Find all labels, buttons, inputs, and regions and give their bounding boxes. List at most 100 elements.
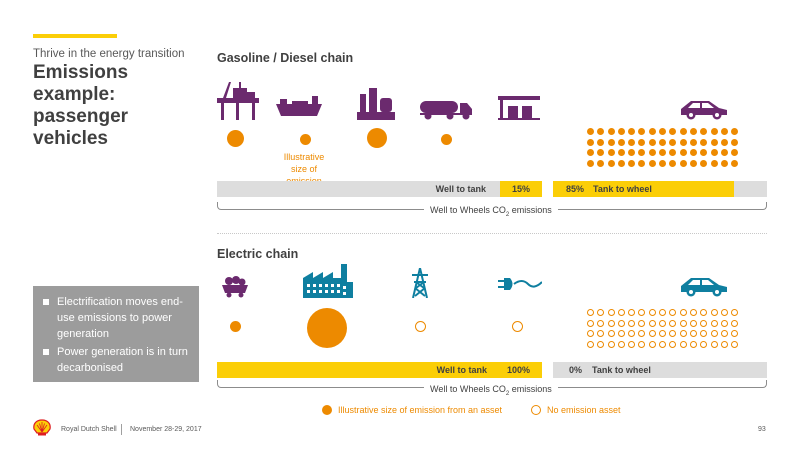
well-to-tank-pct: 15% xyxy=(511,184,530,194)
emission-dot xyxy=(700,159,708,167)
electric-tank-to-wheel-bar: 0% Tank to wheel xyxy=(553,362,767,378)
tank-to-wheel-dot-grid xyxy=(587,128,739,167)
emission-dot xyxy=(659,149,667,156)
emission-dot xyxy=(638,138,646,146)
emission-dot xyxy=(669,149,677,156)
coal-cart-icon xyxy=(222,276,248,298)
emission-dot-coal xyxy=(230,321,241,332)
key-points-box: Electrification moves end-use emissions … xyxy=(33,286,199,382)
hollow-emission-dot xyxy=(710,340,718,348)
electric-tank-to-wheel-pct: 0% xyxy=(569,365,583,375)
emission-dot xyxy=(587,138,594,146)
power-plant-icon xyxy=(303,264,353,298)
shell-logo-icon xyxy=(33,419,51,436)
emission-dot xyxy=(710,159,718,167)
hollow-emission-dot xyxy=(700,309,708,316)
tank-to-wheel-share: 85% Tank to wheel xyxy=(553,181,734,197)
emission-dot xyxy=(648,128,656,135)
emission-dot xyxy=(628,138,636,146)
emission-dot-truck xyxy=(441,134,452,145)
well-to-tank-label: Well to tank xyxy=(435,184,486,194)
hollow-emission-dot xyxy=(638,330,646,337)
hollow-emission-dot xyxy=(689,319,697,327)
hollow-emission-dot xyxy=(617,309,625,316)
hollow-emission-dot xyxy=(648,330,656,337)
hollow-emission-dot xyxy=(679,340,687,348)
hollow-emission-dot xyxy=(689,330,697,337)
hollow-emission-dot xyxy=(700,330,708,337)
hollow-emission-dot xyxy=(720,319,728,327)
tank-to-wheel-hollow-dot-grid xyxy=(587,309,739,348)
emission-dot xyxy=(679,138,687,146)
hollow-emission-dot xyxy=(638,309,646,316)
hollow-emission-dot xyxy=(679,309,687,316)
car-icon xyxy=(681,101,727,120)
emission-dot xyxy=(597,149,605,156)
footer-separator xyxy=(121,424,122,435)
emission-dot xyxy=(731,138,739,146)
emission-dot xyxy=(669,138,677,146)
electric-well-to-wheels-label: Well to Wheels CO2 emissions xyxy=(424,384,558,397)
hollow-emission-dot xyxy=(679,330,687,337)
hollow-emission-dot xyxy=(628,319,636,327)
hollow-emission-dot xyxy=(710,319,718,327)
emission-dot xyxy=(710,128,718,135)
emission-dot xyxy=(720,149,728,156)
tank-to-wheel-label: Tank to wheel xyxy=(593,184,652,194)
emission-dot xyxy=(648,149,656,156)
emission-dot xyxy=(607,149,615,156)
emission-dot xyxy=(617,138,625,146)
emission-dot xyxy=(617,149,625,156)
emission-dot xyxy=(617,128,625,135)
emission-dot xyxy=(587,149,594,156)
hollow-emission-dot xyxy=(710,330,718,337)
slide-title: Emissions example: passenger vehicles xyxy=(33,62,129,149)
hollow-emission-dot xyxy=(597,330,605,337)
hollow-emission-dot xyxy=(689,309,697,316)
no-emission-dot-grid xyxy=(415,321,426,332)
hollow-emission-dot xyxy=(587,309,594,316)
footer-company: Royal Dutch Shell xyxy=(61,426,117,433)
hollow-emission-dot xyxy=(689,340,697,348)
emission-dot xyxy=(700,149,708,156)
emission-dot xyxy=(638,159,646,167)
hollow-emission-dot xyxy=(597,319,605,327)
hollow-emission-dot xyxy=(731,309,739,316)
hollow-emission-dot xyxy=(648,319,656,327)
footer-date: November 28-29, 2017 xyxy=(130,426,202,433)
emission-dot xyxy=(689,128,697,135)
hollow-emission-dot xyxy=(720,309,728,316)
hollow-emission-dot xyxy=(628,330,636,337)
electric-car-icon xyxy=(681,278,727,297)
emission-dot xyxy=(638,149,646,156)
tank-to-wheel-pct: 85% xyxy=(566,184,585,194)
emission-dot xyxy=(659,159,667,167)
emission-dot xyxy=(638,128,646,135)
no-emission-dot-charging xyxy=(512,321,523,332)
hollow-emission-dot xyxy=(648,340,656,348)
hollow-emission-dot xyxy=(700,340,708,348)
legend-filled: Illustrative size of emission from an as… xyxy=(322,405,502,415)
emission-dot xyxy=(648,138,656,146)
hollow-emission-dot xyxy=(597,309,605,316)
emission-dot xyxy=(689,138,697,146)
hollow-emission-dot xyxy=(720,340,728,348)
emission-dot xyxy=(597,138,605,146)
emission-dot xyxy=(597,159,605,167)
hollow-emission-dot xyxy=(648,309,656,316)
emission-dot-refinery xyxy=(367,128,387,148)
hollow-emission-dot xyxy=(628,340,636,348)
hollow-emission-dot xyxy=(607,319,615,327)
well-to-wheels-label: Well to Wheels CO2 emissions xyxy=(424,205,558,218)
hollow-emission-dot xyxy=(587,330,594,337)
emission-dot xyxy=(731,149,739,156)
bullet-item: Power generation is in turn decarbonised xyxy=(43,344,189,376)
emission-dot xyxy=(628,128,636,135)
hollow-emission-dot xyxy=(731,330,739,337)
emission-dot xyxy=(700,138,708,146)
gasoline-chain-label: Gasoline / Diesel chain xyxy=(217,51,354,65)
emission-dot-power-plant xyxy=(307,308,347,348)
tank-to-wheel-remainder xyxy=(734,181,767,197)
emission-dot xyxy=(659,128,667,135)
emission-dot-well xyxy=(227,130,244,147)
